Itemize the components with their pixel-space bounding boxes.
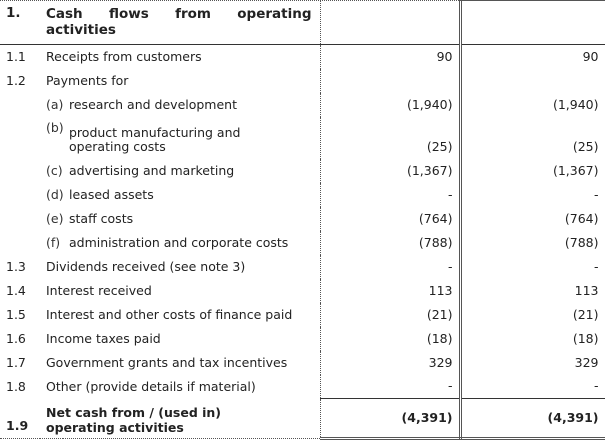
- row-value-current: (21): [319, 302, 462, 327]
- row-number: 1.8: [6, 378, 26, 394]
- row-description: Receipts from customers: [46, 48, 202, 64]
- row-description: Other (provide details if material): [46, 378, 256, 394]
- row-value-current: -: [319, 374, 462, 399]
- row-description: Government grants and tax incentives: [46, 354, 288, 370]
- row-number: 1.2: [6, 72, 26, 88]
- row-description: staff costs: [69, 210, 134, 226]
- row-description: Interest and other costs of finance paid: [46, 306, 293, 322]
- row-number: 1.7: [6, 354, 26, 370]
- total-value-ytd: (4,391): [460, 398, 605, 440]
- row-description: leased assets: [69, 186, 154, 202]
- row-sub-label: (f): [46, 234, 61, 250]
- row-value-ytd: (788): [460, 230, 605, 255]
- row-sub-label: (b): [46, 119, 64, 135]
- row-value-ytd: -: [460, 182, 605, 207]
- table-row: 1.8 Other (provide details if material) …: [0, 374, 605, 399]
- total-row: 1.9 Net cash from / (used in) operating …: [0, 398, 605, 440]
- row-value-current: 90: [319, 44, 462, 69]
- row-sub-label: (e): [46, 210, 64, 226]
- table-row: (b) product manufacturing and operating …: [0, 116, 605, 159]
- row-value-ytd: (21): [460, 302, 605, 327]
- row-value-ytd: 90: [460, 44, 605, 69]
- row-value-current: (18): [319, 326, 462, 351]
- row-number: 1.1: [6, 48, 26, 64]
- table-row: (d) leased assets - -: [0, 182, 605, 207]
- row-value-current: -: [319, 182, 462, 207]
- table-row: (f) administration and corporate costs (…: [0, 230, 605, 255]
- row-sub-label: (d): [46, 186, 64, 202]
- row-value-current: -: [319, 254, 462, 279]
- row-value-ytd: -: [460, 254, 605, 279]
- header-cell-current: [319, 0, 462, 45]
- table-row: 1.6 Income taxes paid (18) (18): [0, 326, 605, 351]
- table-row: 1.2 Payments for: [0, 68, 605, 93]
- row-value-ytd: -: [460, 374, 605, 399]
- row-value-ytd: (1,940): [460, 92, 605, 117]
- table-row: 1.4 Interest received 113 113: [0, 278, 605, 303]
- header-cell-ytd: [460, 0, 605, 45]
- row-sub-label: (a): [46, 96, 64, 112]
- row-sub-label: (c): [46, 162, 63, 178]
- total-description: Net cash from / (used in) operating acti…: [40, 398, 321, 439]
- table-row: 1.3 Dividends received (see note 3) - -: [0, 254, 605, 279]
- row-description: advertising and marketing: [69, 162, 235, 178]
- row-value-current: 329: [319, 350, 462, 375]
- row-value-current: 113: [319, 278, 462, 303]
- section-header-row: 1. Cash flows from operating activities: [0, 0, 605, 45]
- total-value-current: (4,391): [319, 398, 462, 440]
- row-value-current: (25): [319, 116, 462, 159]
- total-number: 1.9: [0, 398, 40, 439]
- row-description: administration and corporate costs: [69, 234, 289, 250]
- row-value-current: (1,367): [319, 158, 462, 183]
- row-value-ytd: 113: [460, 278, 605, 303]
- row-value-current: [319, 68, 462, 93]
- row-value-ytd: 329: [460, 350, 605, 375]
- table-row: 1.1 Receipts from customers 90 90: [0, 44, 605, 69]
- table-row: (a) research and development (1,940) (1,…: [0, 92, 605, 117]
- table-row: 1.5 Interest and other costs of finance …: [0, 302, 605, 327]
- table-row: 1.7 Government grants and tax incentives…: [0, 350, 605, 375]
- row-number: 1.4: [6, 282, 26, 298]
- table-row: (e) staff costs (764) (764): [0, 206, 605, 231]
- row-value-ytd: (764): [460, 206, 605, 231]
- row-value-ytd: (18): [460, 326, 605, 351]
- section-title: Cash flows from operating activities: [40, 0, 321, 45]
- row-description: research and development: [69, 96, 237, 112]
- row-description: Payments for: [46, 72, 129, 88]
- row-description: product manufacturing and operating cost…: [69, 124, 241, 154]
- row-value-ytd: (1,367): [460, 158, 605, 183]
- row-number: 1.5: [6, 306, 26, 322]
- row-value-current: (764): [319, 206, 462, 231]
- row-description: Interest received: [46, 282, 152, 298]
- row-number: 1.6: [6, 330, 26, 346]
- row-value-current: (1,940): [319, 92, 462, 117]
- row-value-ytd: [460, 68, 605, 93]
- row-description: Income taxes paid: [46, 330, 161, 346]
- row-value-current: (788): [319, 230, 462, 255]
- table-row: (c) advertising and marketing (1,367) (1…: [0, 158, 605, 183]
- row-description: Dividends received (see note 3): [46, 258, 246, 274]
- row-number: 1.3: [6, 258, 26, 274]
- row-value-ytd: (25): [460, 116, 605, 159]
- section-number: 1.: [0, 0, 40, 45]
